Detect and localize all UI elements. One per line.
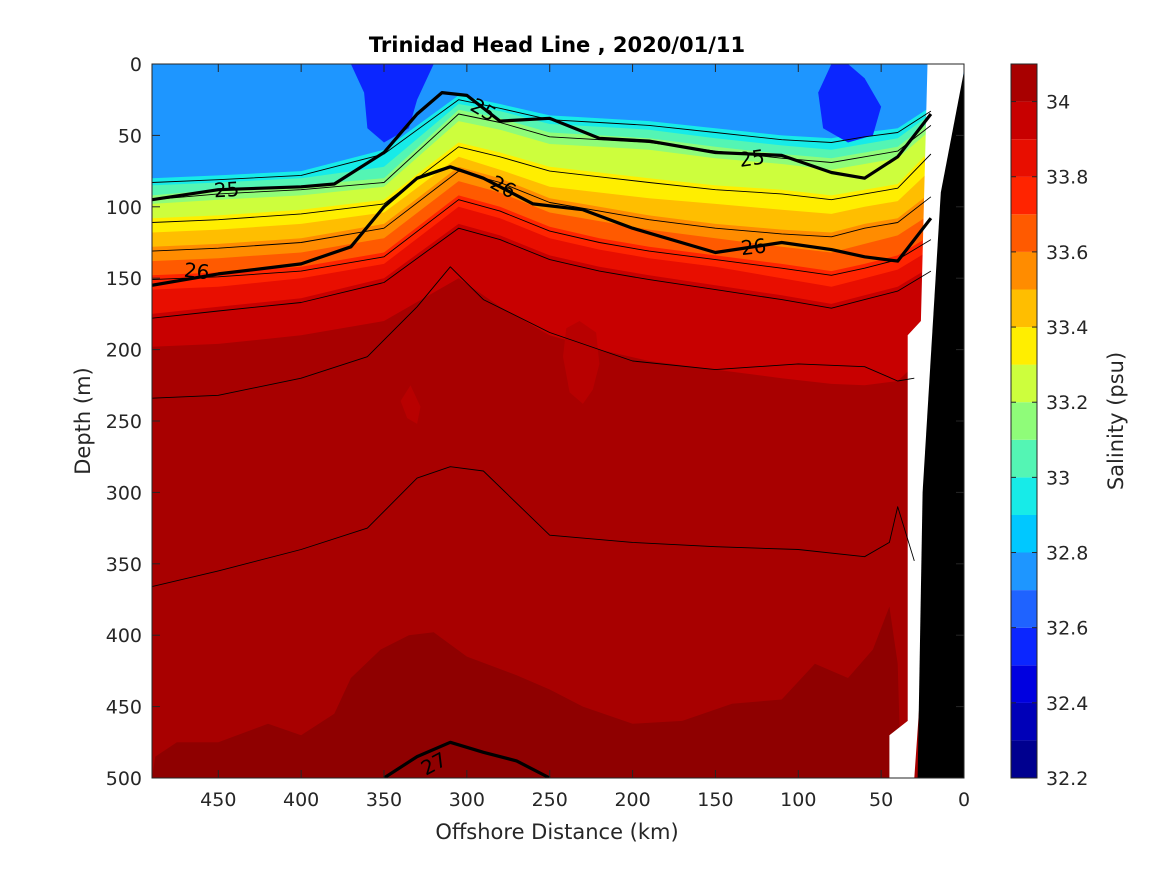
colorbar-tick-label: 33.2 — [1046, 392, 1088, 414]
colorbar-swatch — [1011, 552, 1037, 591]
y-tick-label: 0 — [130, 54, 142, 76]
deepest-salt-patch — [152, 606, 901, 778]
colorbar-swatch — [1011, 327, 1037, 365]
colorbar-tick-label: 33.8 — [1046, 167, 1088, 189]
y-tick-label: 350 — [106, 554, 142, 576]
sigma-contour-26 — [152, 165, 933, 287]
fresh-pocket-0 — [350, 64, 434, 143]
x-tick-label: 150 — [697, 789, 733, 811]
deep-salt-patch — [152, 421, 901, 778]
colorbar-swatch — [1011, 176, 1037, 215]
thin-contour-10 — [152, 227, 932, 319]
y-axis-label: Depth (m) — [71, 367, 95, 474]
colorbar-swatch — [1011, 64, 1037, 102]
x-tick-label: 300 — [449, 789, 485, 811]
x-tick-label: 350 — [366, 789, 402, 811]
colorbar-swatch — [1011, 702, 1037, 741]
colorbar: 32.2 32.4 32.6 32.8 33 33.2 33.4 33.6 33.8 34 — [1010, 63, 1088, 790]
colorbar-tick-label: 32.8 — [1046, 543, 1088, 565]
continental-slope — [917, 71, 964, 778]
colorbar-tick-label: 33.4 — [1046, 317, 1088, 339]
colorbar-swatch — [1011, 214, 1037, 252]
x-tick-label: 200 — [614, 789, 650, 811]
colorbar-swatch — [1011, 402, 1037, 440]
colorbar-swatch — [1011, 364, 1037, 403]
thin-contour-6 — [152, 170, 932, 252]
colorbar-swatch — [1011, 590, 1037, 628]
colorbar-tick-label: 33 — [1046, 467, 1070, 489]
sigma-label-25: 25 — [213, 177, 240, 202]
sigma-label-26: 26 — [740, 234, 768, 261]
x-tick-label: 250 — [532, 789, 568, 811]
x-axis-label: Offshore Distance (km) — [435, 820, 678, 844]
y-tick-label: 300 — [106, 482, 142, 504]
colorbar-swatch — [1011, 477, 1037, 515]
thin-contour-4 — [152, 146, 932, 223]
deep-contour-0 — [152, 266, 915, 399]
colorbar-label: Salinity (psu) — [1104, 352, 1128, 490]
y-tick-label: 400 — [106, 625, 142, 647]
plot-area — [152, 64, 964, 778]
colorbar-tick-label: 34 — [1046, 92, 1070, 114]
sigma-label-26: 26 — [183, 258, 211, 285]
colorbar-swatch — [1011, 627, 1037, 666]
salt-lens-2 — [400, 385, 421, 424]
axes: 450 400 350 300 250 200 150 100 50 00501001502002… — [106, 54, 970, 811]
colorbar-swatch — [1011, 514, 1037, 553]
fresh-pocket-1 — [818, 64, 882, 143]
x-tick-label: 450 — [200, 789, 236, 811]
thin-contour-8 — [152, 199, 932, 281]
colorbar-tick-label: 33.6 — [1046, 242, 1088, 264]
y-tick-label: 200 — [106, 340, 142, 362]
colorbar-tick-label: 32.4 — [1046, 693, 1088, 715]
colorbar-tick-label: 32.6 — [1046, 618, 1088, 640]
y-tick-label: 250 — [106, 411, 142, 433]
x-tick-label: 0 — [958, 789, 970, 811]
sigma-contour-27 — [383, 740, 551, 778]
x-tick-label: 100 — [780, 789, 816, 811]
chart-title: Trinidad Head Line , 2020/01/11 — [369, 33, 745, 57]
salt-lens — [563, 321, 600, 404]
x-tick-label: 400 — [283, 789, 319, 811]
colorbar-swatch — [1011, 101, 1037, 140]
y-tick-label: 150 — [106, 268, 142, 290]
colorbar-swatch — [1011, 139, 1037, 177]
y-tick-label: 50 — [118, 125, 142, 147]
x-tick-label: 50 — [869, 789, 893, 811]
colorbar-swatch — [1011, 251, 1037, 290]
colorbar-swatch — [1011, 289, 1037, 328]
colorbar-tick-label: 32.2 — [1046, 768, 1088, 790]
y-tick-label: 500 — [106, 768, 142, 790]
sigma-contour-25 — [152, 91, 933, 202]
colorbar-swatch — [1011, 665, 1037, 703]
colorbar-swatch — [1011, 439, 1037, 478]
sigma-label-25: 25 — [738, 145, 767, 172]
colorbar-frame — [1010, 63, 1038, 779]
thin-contour-0 — [152, 99, 932, 183]
colorbar-swatch — [1011, 740, 1037, 778]
y-tick-label: 100 — [106, 197, 142, 219]
y-tick-label: 450 — [106, 697, 142, 719]
deep-contour-1 — [152, 466, 915, 588]
